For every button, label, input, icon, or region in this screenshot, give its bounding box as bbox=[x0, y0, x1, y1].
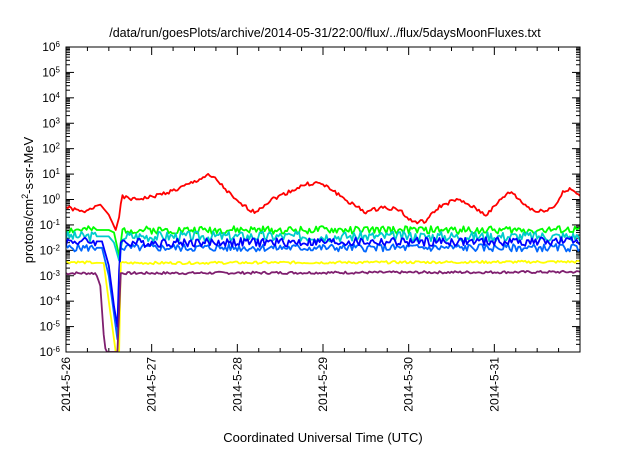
y-tick-base: 10 bbox=[40, 294, 54, 308]
y-tick-label: 10-2 bbox=[40, 243, 61, 257]
y-tick-label: 106 bbox=[42, 40, 60, 55]
x-tick-label: 2014-5-28 bbox=[230, 357, 244, 412]
y-tick-base: 10 bbox=[42, 193, 56, 207]
y-tick-base: 10 bbox=[42, 91, 56, 105]
y-tick-base: 10 bbox=[40, 269, 54, 283]
series-line bbox=[66, 259, 580, 352]
y-tick-base: 10 bbox=[42, 167, 56, 181]
y-tick-exp: -3 bbox=[53, 268, 61, 277]
y-axis-label-prefix: protons/cm bbox=[21, 199, 36, 263]
x-tick-label: 2014-5-27 bbox=[145, 357, 159, 412]
y-tick-label: 100 bbox=[42, 192, 60, 207]
y-tick-labels: 10-610-510-410-310-210-11001011021031041… bbox=[40, 40, 61, 360]
y-tick-label: 10-5 bbox=[40, 319, 61, 334]
y-tick-base: 10 bbox=[42, 40, 56, 54]
y-tick-base: 10 bbox=[40, 243, 54, 257]
y-tick-label: 10-3 bbox=[40, 268, 61, 283]
y-tick-label: 102 bbox=[42, 141, 60, 156]
x-tick-label: 2014-5-29 bbox=[316, 357, 330, 412]
y-tick-exp: 5 bbox=[56, 65, 61, 74]
y-tick-label: 10-6 bbox=[40, 345, 61, 360]
series-group bbox=[66, 173, 580, 352]
y-tick-exp: -2 bbox=[53, 243, 61, 252]
y-tick-exp: 6 bbox=[56, 40, 61, 49]
x-tick-label: 2014-5-26 bbox=[59, 357, 73, 412]
series-line bbox=[66, 173, 580, 231]
x-tick-label: 2014-5-30 bbox=[402, 357, 416, 412]
x-axis-label: Coordinated Universal Time (UTC) bbox=[223, 430, 422, 445]
y-tick-base: 10 bbox=[40, 218, 54, 232]
series-line bbox=[66, 230, 580, 262]
y-tick-label: 10-4 bbox=[40, 294, 61, 309]
series-line bbox=[66, 236, 580, 328]
series-line bbox=[66, 225, 580, 257]
series-line bbox=[66, 269, 580, 352]
y-tick-exp: -6 bbox=[53, 345, 61, 354]
series-line bbox=[66, 243, 580, 341]
chart-title: /data/run/goesPlots/archive/2014-05-31/2… bbox=[109, 26, 541, 40]
y-tick-exp: 3 bbox=[56, 116, 61, 125]
plot-frame bbox=[65, 46, 581, 353]
tick-marks bbox=[65, 46, 580, 353]
y-tick-label: 104 bbox=[42, 90, 60, 105]
y-tick-base: 10 bbox=[42, 142, 56, 156]
y-axis-label: protons/cm2-s-sr-MeV bbox=[20, 136, 36, 263]
y-tick-exp: 1 bbox=[56, 167, 61, 176]
y-tick-label: 105 bbox=[42, 65, 60, 80]
y-tick-label: 101 bbox=[42, 167, 60, 182]
x-tick-labels: 2014-5-26 2014-5-27 2014-5-28 2014-5-29 2014… bbox=[59, 357, 501, 412]
y-tick-exp: -4 bbox=[53, 294, 61, 303]
y-tick-base: 10 bbox=[40, 320, 54, 334]
y-tick-exp: -1 bbox=[53, 217, 61, 226]
y-tick-label: 10-1 bbox=[40, 217, 61, 232]
y-tick-base: 10 bbox=[42, 116, 56, 130]
y-axis-label-suffix: -s-sr-MeV bbox=[21, 136, 36, 193]
y-tick-exp: 2 bbox=[56, 141, 61, 150]
y-tick-base: 10 bbox=[40, 345, 54, 359]
y-tick-label: 103 bbox=[42, 116, 60, 131]
x-tick-label: 2014-5-31 bbox=[487, 357, 501, 412]
y-tick-exp: 4 bbox=[56, 90, 61, 99]
y-tick-exp: -5 bbox=[53, 319, 61, 328]
y-tick-base: 10 bbox=[42, 65, 56, 79]
y-axis-label-sup: 2 bbox=[20, 194, 30, 199]
y-tick-exp: 0 bbox=[56, 192, 61, 201]
